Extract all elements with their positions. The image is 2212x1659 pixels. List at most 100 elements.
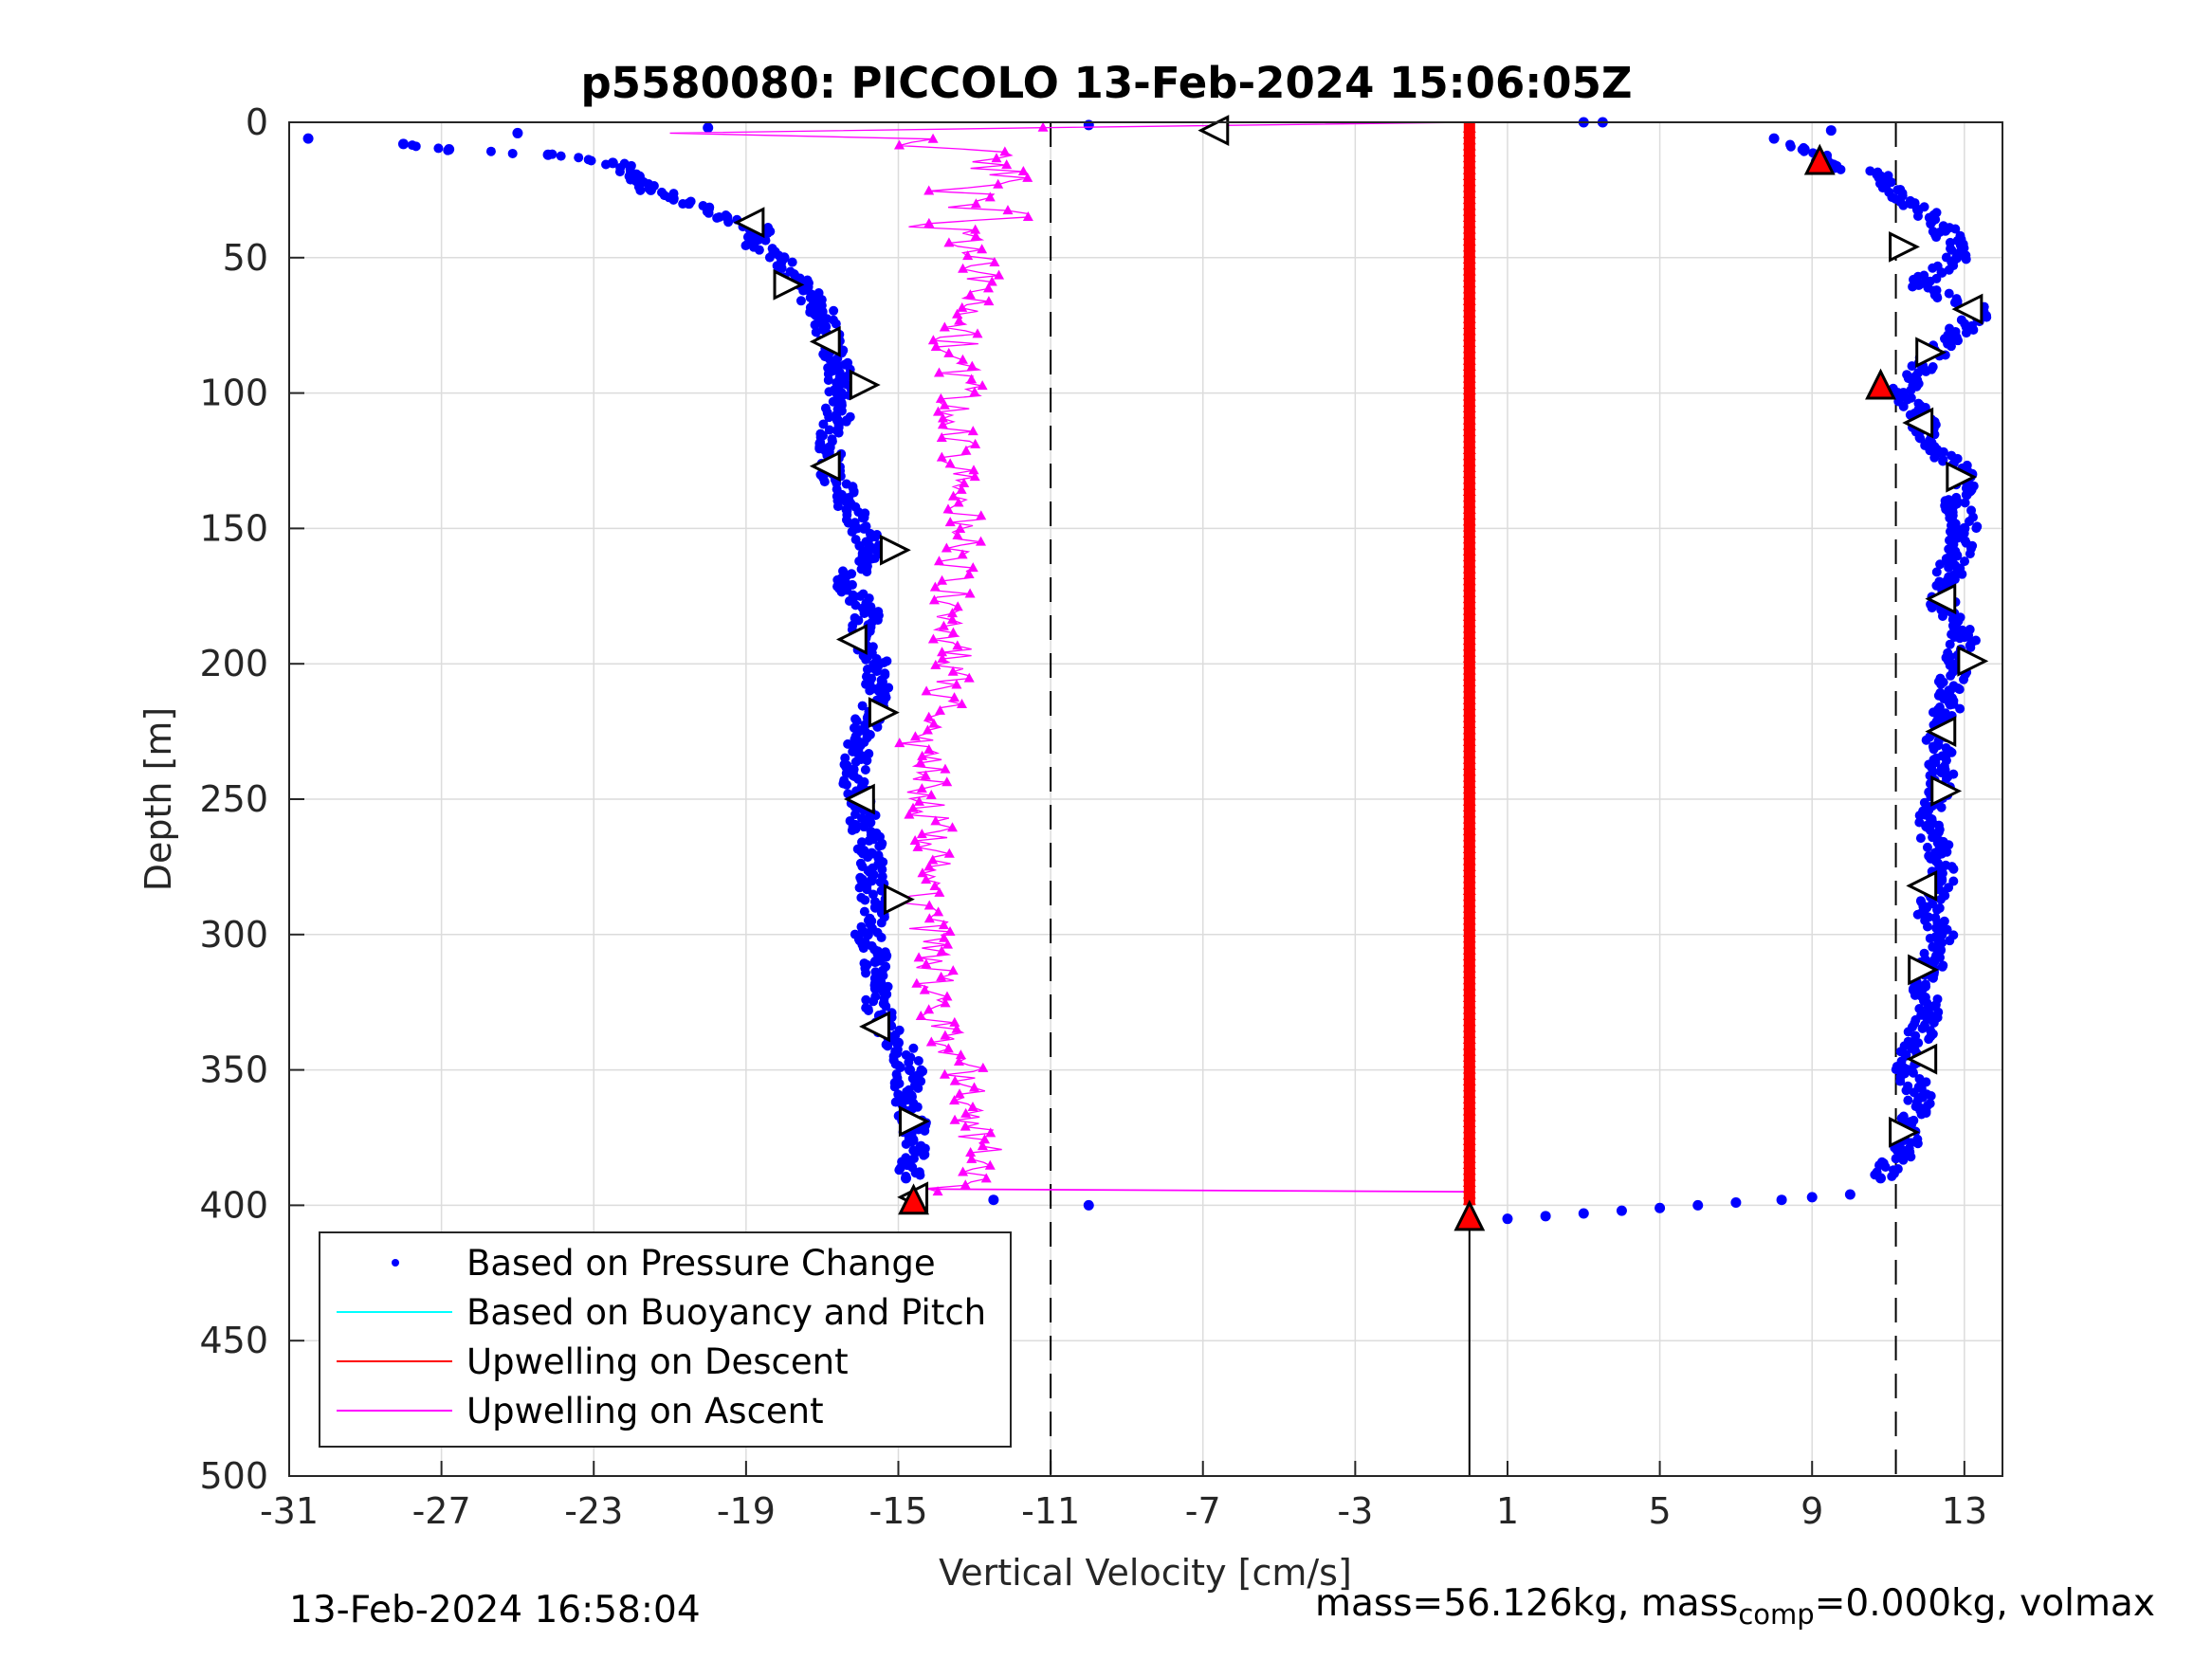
upwelling-ascent-marker	[969, 1082, 980, 1092]
upwelling-descent-marker	[1462, 765, 1476, 776]
pressure-change-descent-point	[1922, 921, 1932, 932]
upwelling-descent-marker	[1462, 830, 1476, 842]
upwelling-ascent-marker	[927, 133, 939, 143]
pressure-change-ascent-point	[889, 1082, 900, 1092]
upwelling-ascent-marker	[977, 380, 988, 391]
upwelling-descent-marker	[1462, 413, 1476, 425]
upwelling-descent-marker	[1462, 205, 1476, 216]
upwelling-descent-marker	[1462, 658, 1476, 669]
pressure-change-ascent-point	[824, 387, 834, 397]
upwelling-descent-marker	[1462, 139, 1476, 151]
upwelling-descent-marker	[1462, 431, 1476, 443]
upwelling-descent-marker	[1462, 1134, 1476, 1145]
ascent-triangle-marker	[835, 624, 868, 655]
upwelling-ascent-marker	[949, 1095, 960, 1105]
pressure-change-ascent-point	[860, 720, 870, 730]
pressure-change-descent-point	[1925, 933, 1935, 943]
upwelling-descent-marker	[1462, 426, 1476, 437]
upwelling-ascent-marker	[955, 522, 966, 533]
upwelling-descent-marker	[1462, 187, 1476, 198]
upwelling-ascent-marker	[957, 354, 968, 364]
series-upwelling-ascent	[669, 121, 1470, 1196]
descent-triangle-marker	[1902, 407, 1934, 439]
series-upwelling-descent	[1462, 121, 1476, 1206]
upwelling-ascent-marker	[921, 958, 932, 969]
pressure-change-descent-point	[1954, 633, 1965, 644]
upwelling-ascent-marker	[967, 562, 978, 573]
upwelling-descent-marker	[1462, 932, 1476, 943]
upwelling-descent-marker	[1462, 301, 1476, 312]
descent-triangle-marker	[1906, 1043, 1938, 1075]
upwelling-ascent-marker	[940, 1030, 951, 1040]
upwelling-descent-marker	[1462, 336, 1476, 347]
upwelling-ascent-marker	[948, 490, 960, 501]
upwelling-ascent-marker	[939, 399, 950, 410]
pressure-change-ascent-point	[829, 305, 839, 316]
ascent-triangle-marker	[809, 325, 841, 357]
upwelling-descent-marker	[1462, 992, 1476, 1003]
y-tick-labels: 0 50 100 150 200 250 300 350 400 450 500	[199, 101, 268, 1497]
upwelling-ascent-marker	[970, 198, 981, 209]
upwelling-ascent-marker	[923, 217, 935, 228]
upwelling-descent-marker	[1462, 360, 1476, 372]
upwelling-descent-marker	[1462, 402, 1476, 413]
upwelling-ascent-marker	[907, 802, 919, 812]
upwelling-descent-marker	[1462, 502, 1476, 514]
upwelling-ascent-marker	[949, 1114, 960, 1124]
pressure-change-descent-point	[1921, 981, 1931, 992]
upwelling-descent-marker	[1462, 134, 1476, 145]
ascent-triangle-marker	[843, 783, 875, 815]
pressure-change-ascent-point	[740, 241, 751, 251]
marker-triangles	[733, 115, 1989, 1231]
pressure-change-ascent-point	[868, 996, 879, 1007]
pressure-change-descent-point	[1931, 232, 1942, 243]
upwelling-ascent-marker	[915, 757, 926, 767]
upwelling-ascent-marker	[929, 880, 941, 890]
upwelling-descent-marker	[1462, 1063, 1476, 1074]
upwelling-ascent-marker	[970, 224, 981, 234]
upwelling-descent-marker	[1462, 997, 1476, 1009]
upwelling-descent-marker	[1462, 1182, 1476, 1194]
descent-triangle-marker	[1908, 954, 1940, 986]
upwelling-ascent-marker	[962, 250, 974, 261]
upwelling-ascent-marker	[923, 744, 935, 755]
upwelling-descent-marker	[1462, 950, 1476, 961]
upwelling-ascent-marker	[936, 971, 947, 981]
y-tick-label: 450	[199, 1320, 268, 1361]
upwelling-ascent-marker	[968, 465, 979, 475]
pressure-change-ascent-point	[861, 968, 871, 978]
x-tick-label: -27	[412, 1490, 471, 1532]
pressure-change-ascent-point	[841, 779, 851, 790]
upwelling-descent-marker	[1462, 515, 1476, 526]
pressure-change-descent-point	[1962, 490, 1972, 501]
upwelling-descent-marker	[1462, 664, 1476, 675]
pressure-change-ascent-point	[836, 587, 847, 597]
legend-label: Based on Buoyancy and Pitch	[466, 1292, 986, 1333]
upwelling-ascent-marker	[939, 932, 950, 942]
upwelling-descent-marker	[1462, 985, 1476, 996]
pressure-change-descent-point	[1921, 366, 1931, 376]
pressure-change-descent-point	[1912, 909, 1923, 920]
ascent-triangle-marker	[883, 884, 915, 916]
upwelling-descent-marker	[1462, 175, 1476, 187]
pressure-change-descent-point	[1926, 219, 1936, 229]
pressure-change-descent-point	[1895, 1076, 1906, 1086]
pressure-change-ascent-point	[915, 1170, 925, 1180]
upwelling-ascent-marker	[911, 977, 923, 988]
pressure-change-descent-point	[1964, 630, 1974, 641]
pressure-change-descent-point	[1768, 133, 1780, 144]
upwelling-descent-marker	[1462, 669, 1476, 681]
pressure-change-ascent-point	[668, 194, 679, 205]
upwelling-ascent-marker	[960, 1179, 971, 1190]
upwelling-ascent-marker	[921, 685, 932, 696]
upwelling-ascent-marker	[933, 556, 944, 566]
pressure-change-ascent-point	[678, 199, 688, 210]
upwelling-ascent-marker	[985, 1127, 996, 1138]
ascent-triangle-marker	[733, 207, 765, 239]
pressure-change-descent-point	[1948, 876, 1959, 886]
upwelling-descent-marker	[1462, 444, 1476, 455]
pressure-change-ascent-point	[764, 252, 775, 263]
upwelling-descent-marker	[1462, 1152, 1476, 1163]
upwelling-descent-marker	[1462, 246, 1476, 258]
pressure-change-ascent-point	[857, 837, 868, 848]
